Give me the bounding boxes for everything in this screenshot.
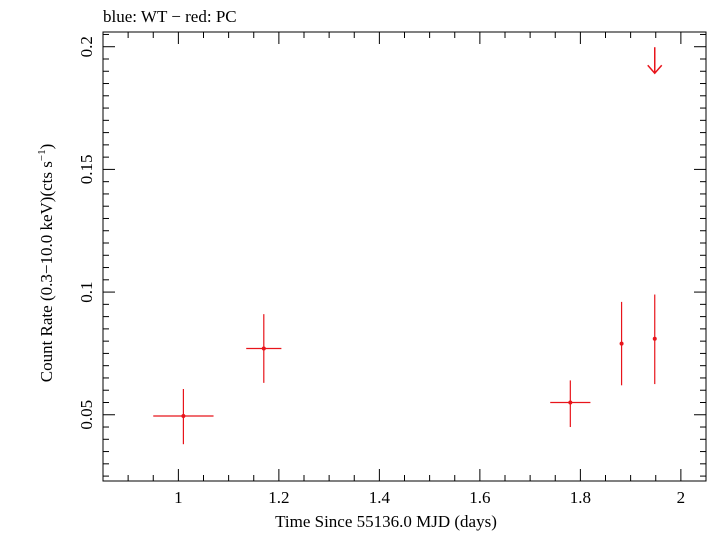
x-tick-label: 2 bbox=[677, 488, 686, 507]
y-tick-label: 0.15 bbox=[77, 155, 96, 185]
y-axis-label-main: Count Rate (0.3−10.0 keV)(cts s bbox=[37, 161, 56, 382]
upper-limit-arrow bbox=[647, 47, 663, 75]
point-marker bbox=[181, 413, 186, 418]
x-axis-label: Time Since 55136.0 MJD (days) bbox=[275, 512, 497, 531]
axis-ticks: 1 1.2 1.4 1.6 1.8 2 0.05 0.1 0.15 0.2 bbox=[77, 32, 707, 507]
y-tick-label: 0.05 bbox=[77, 400, 96, 430]
y-axis-label-sup: −1 bbox=[36, 149, 48, 161]
x-tick-label: 1.4 bbox=[369, 488, 391, 507]
x-tick-label: 1 bbox=[174, 488, 183, 507]
data-point bbox=[246, 314, 282, 383]
upper-limit-head bbox=[647, 64, 663, 75]
y-tick-label: 0.2 bbox=[77, 36, 96, 57]
x-tick-label: 1.8 bbox=[570, 488, 591, 507]
x-tick-label: 1.6 bbox=[469, 488, 490, 507]
chart-title: blue: WT − red: PC bbox=[103, 7, 237, 26]
point-marker bbox=[652, 336, 657, 341]
data-point bbox=[652, 294, 657, 385]
point-marker bbox=[568, 400, 573, 405]
point-marker bbox=[619, 341, 624, 346]
point-marker bbox=[261, 346, 266, 351]
data-point bbox=[619, 301, 624, 386]
plot-frame bbox=[102, 31, 707, 482]
data-point bbox=[550, 380, 591, 428]
data-points bbox=[153, 47, 663, 445]
y-axis-label: Count Rate (0.3−10.0 keV)(cts s−1) bbox=[36, 144, 56, 383]
y-tick-label: 0.1 bbox=[77, 281, 96, 302]
y-axis-label-close: ) bbox=[37, 144, 56, 150]
x-tick-label: 1.2 bbox=[268, 488, 289, 507]
data-point bbox=[153, 388, 214, 445]
